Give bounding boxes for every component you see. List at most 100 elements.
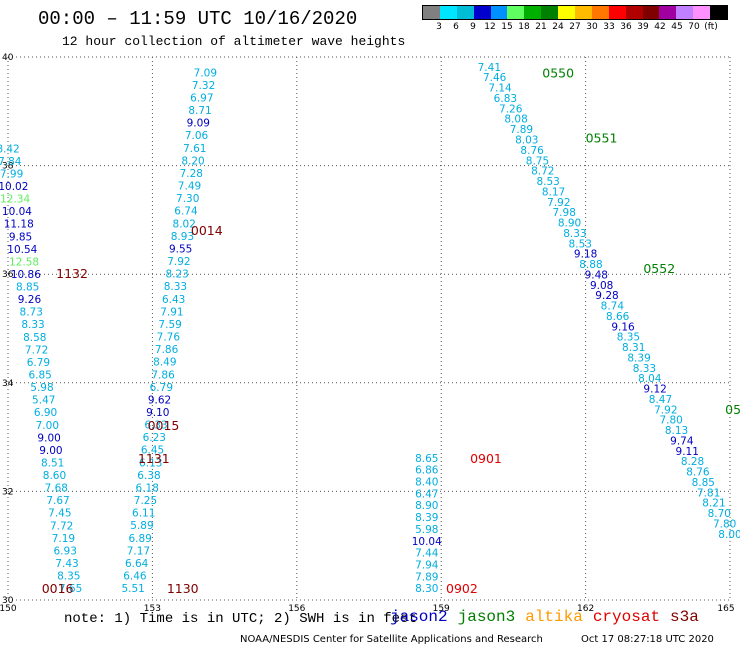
wave-height-value: 10.04: [412, 536, 442, 548]
wave-height-value: 6.90: [34, 407, 57, 419]
credit-text: NOAA/NESDIS Center for Satellite Applica…: [240, 634, 543, 645]
pass-time-label: 0902: [446, 581, 478, 596]
wave-height-value: 8.75: [526, 155, 549, 167]
wave-height-value: 7.43: [55, 558, 78, 570]
wave-height-value: 12.58: [9, 256, 39, 268]
wave-height-value: 7.81: [697, 487, 720, 499]
wave-height-value: 9.85: [9, 231, 32, 243]
legend-label: 39: [637, 22, 649, 32]
y-tick-label: 32: [2, 487, 13, 497]
wave-height-value: 8.66: [606, 311, 630, 323]
legend-swatch: [541, 6, 559, 19]
wave-height-value: 9.55: [169, 243, 192, 255]
wave-height-value: 8.39: [415, 512, 438, 524]
wave-height-value: 7.41: [478, 62, 501, 74]
wave-height-value: 7.68: [45, 483, 68, 495]
color-legend-bar: [422, 5, 728, 20]
wave-height-value: 7.14: [488, 83, 512, 95]
wave-height-value: 8.33: [633, 363, 656, 375]
legend-swatch: [456, 6, 474, 19]
wave-height-value: 8.30: [415, 583, 438, 595]
wave-height-value: 10.54: [7, 244, 37, 256]
wave-height-value: 9.28: [595, 290, 618, 302]
wave-height-value: 6.93: [54, 545, 77, 557]
wave-height-value: 6.83: [494, 93, 517, 105]
satellite-legend: jason2 jason3 altika cryosat s3a: [390, 608, 709, 626]
wave-height-value: 7.00: [36, 420, 59, 432]
legend-swatch: [693, 6, 711, 19]
wave-height-value: 8.49: [153, 357, 176, 369]
wave-height-value: 8.76: [520, 145, 544, 157]
wave-height-value: 7.45: [48, 508, 71, 520]
wave-height-value: 6.97: [190, 92, 213, 104]
wave-height-value: 6.46: [123, 571, 147, 583]
legend-label: 12: [484, 22, 496, 32]
wave-height-value: 8.88: [579, 259, 602, 271]
legend-swatch: [608, 6, 626, 19]
legend-label: 42: [654, 22, 666, 32]
wave-height-value: 7.46: [483, 72, 507, 84]
legend-swatch: [439, 6, 457, 19]
legend-label: 24: [552, 22, 564, 32]
wave-height-value: 9.10: [146, 407, 169, 419]
wave-height-value: 9.18: [574, 249, 597, 261]
legend-label: 70: [688, 22, 700, 32]
wave-height-value: 8.51: [41, 457, 64, 469]
wave-height-value: 9.00: [39, 445, 62, 457]
legend-swatch: [490, 6, 508, 19]
wave-height-value: 10.02: [0, 181, 28, 193]
legend-swatch: [558, 6, 576, 19]
y-tick-label: 34: [2, 379, 14, 389]
wave-height-value: 7.91: [160, 306, 183, 318]
legend-label: 30: [586, 22, 598, 32]
legend-swatch: [524, 6, 542, 19]
wave-height-value: 6.11: [132, 508, 155, 520]
legend-label: 36: [620, 22, 632, 32]
wave-height-value: 7.72: [50, 520, 73, 532]
wave-height-value: 7.86: [155, 344, 179, 356]
note-text: note: 1) Time is in UTC; 2) SWH is in fe…: [64, 611, 417, 627]
legend-swatch: [659, 6, 677, 19]
legend-label: (ft): [704, 22, 718, 32]
legend-swatch: [507, 6, 525, 19]
wave-height-value: 8.71: [188, 105, 211, 117]
wave-height-value: 7.61: [183, 143, 206, 155]
wave-height-value: 6.86: [415, 465, 439, 477]
x-tick-label: 150: [0, 604, 17, 614]
wave-height-value: 9.48: [585, 269, 608, 281]
pass-time-label: 0901: [470, 451, 502, 466]
legend-label: 33: [603, 22, 615, 32]
wave-height-value: 6.23: [143, 432, 166, 444]
wave-height-value: 8.70: [708, 508, 731, 520]
wave-height-value: 7.65: [59, 583, 82, 595]
wave-height-value: 9.00: [37, 432, 60, 444]
wave-height-value: 8.73: [20, 307, 43, 319]
pass-time-label: 0550: [542, 65, 574, 80]
wave-height-value: 7.59: [158, 319, 181, 331]
legend-label: 27: [569, 22, 581, 32]
wave-height-value: 7.99: [0, 168, 23, 180]
wave-height-value: 9.12: [643, 384, 666, 396]
wave-height-value: 7.98: [553, 207, 576, 219]
wave-height-value: 8.21: [702, 498, 725, 510]
legend-swatch: [575, 6, 592, 19]
wave-height-value: 10.86: [11, 269, 41, 281]
wave-height-value: 8.35: [57, 571, 80, 583]
map-title: 00:00 – 11:59 UTC 10/16/2020: [38, 8, 358, 30]
wave-height-value: 7.89: [510, 124, 533, 136]
wave-height-value: 9.09: [187, 118, 210, 130]
wave-height-value: 8.33: [563, 228, 586, 240]
wave-height-value: 6.13: [139, 457, 162, 469]
wave-height-value: 7.94: [415, 559, 439, 571]
map-subtitle: 12 hour collection of altimeter wave hei…: [62, 34, 406, 49]
wave-height-value: 7.84: [0, 156, 22, 168]
wave-height-value: 7.92: [167, 256, 190, 268]
lat-lon-grid: [7, 56, 731, 601]
wave-height-value: 7.92: [547, 197, 570, 209]
wave-height-value: 9.11: [676, 446, 699, 458]
wave-height-value: 8.13: [665, 425, 688, 437]
wave-height-value: 5.51: [121, 583, 144, 595]
pass-time-label: 0552: [643, 261, 675, 276]
pass-time-label: 0553: [725, 402, 740, 417]
